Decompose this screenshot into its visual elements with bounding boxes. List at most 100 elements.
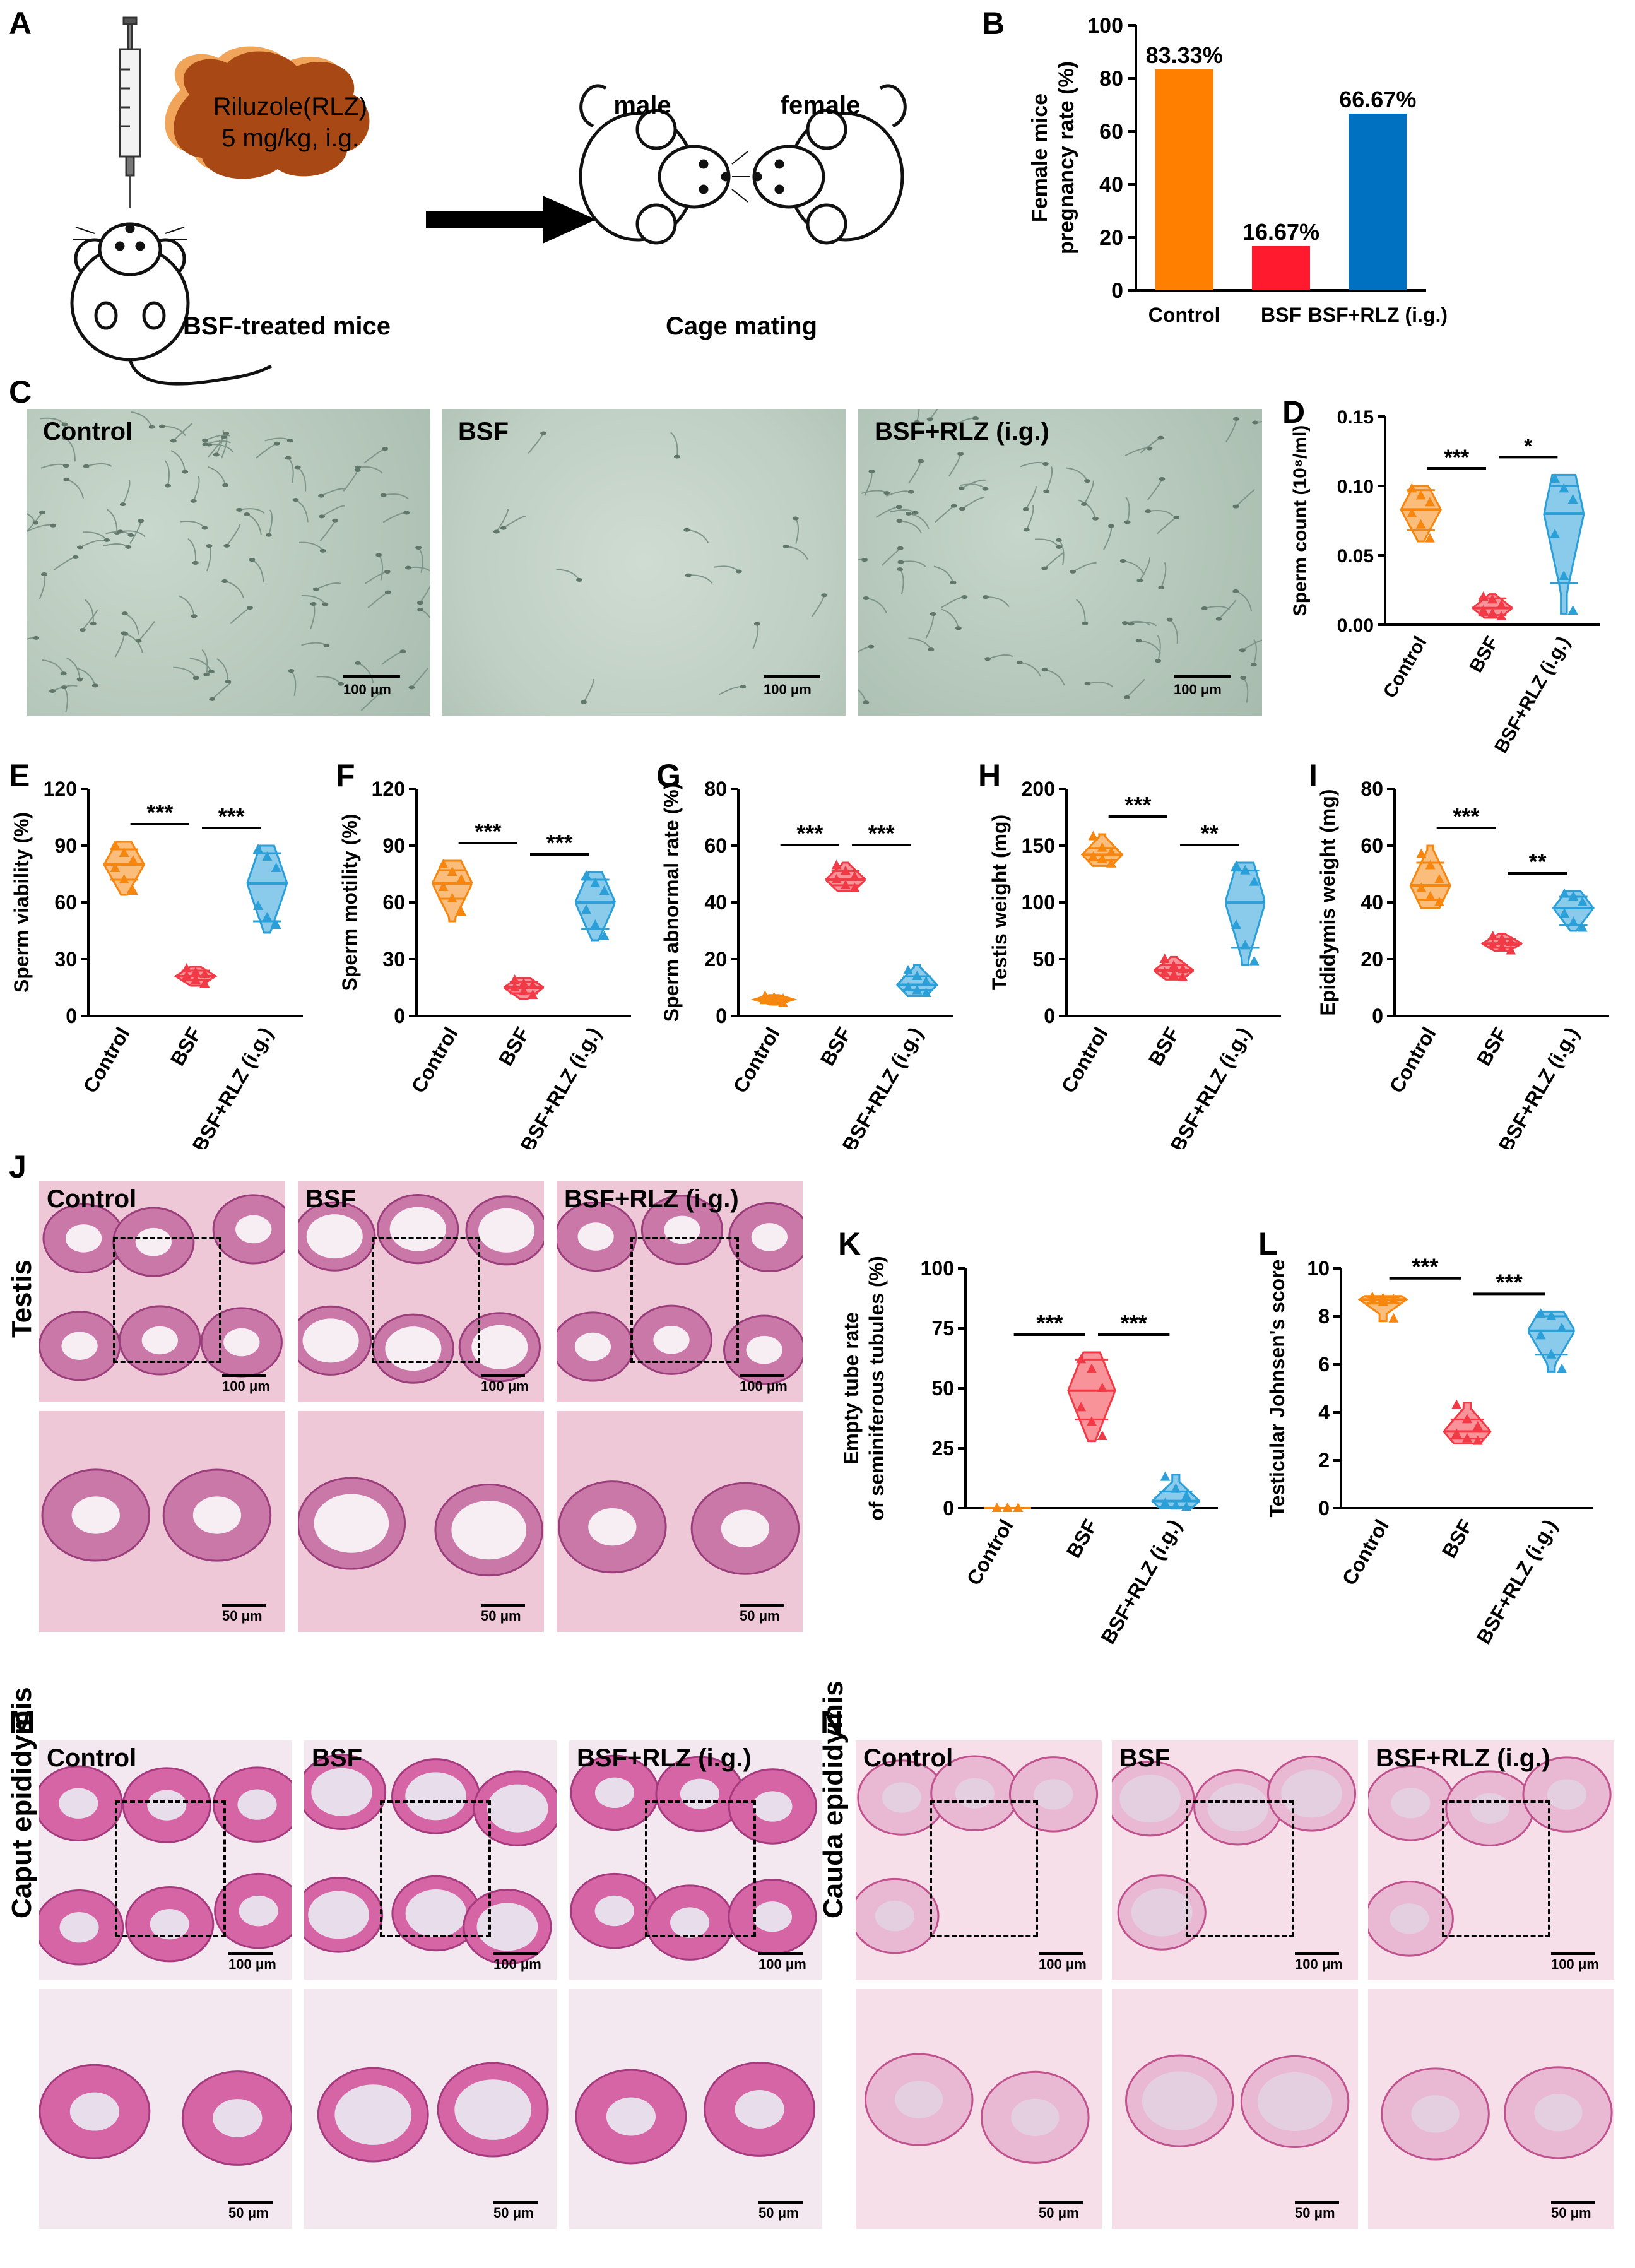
significance-label: ***	[796, 820, 823, 846]
data-point	[1159, 967, 1170, 977]
scale-bar-label: 100 μm	[1551, 1956, 1599, 1972]
sperm-tail	[890, 509, 916, 514]
sperm-tail	[83, 531, 108, 541]
cauda-side-label: Cauda epididymis	[818, 1680, 849, 1918]
tubule-lumen	[606, 2097, 656, 2136]
sperm-tail	[418, 547, 423, 573]
sperm-tail	[301, 642, 327, 646]
sperm-tail	[82, 609, 98, 630]
sperm-tail	[1242, 639, 1262, 651]
histology-group-label: BSF+RLZ (i.g.)	[577, 1744, 752, 1772]
significance-label: ***	[546, 830, 573, 856]
scale-bar	[1039, 1952, 1083, 1955]
sperm-tail	[411, 668, 428, 688]
significance-label: ***	[1453, 803, 1479, 829]
sperm-tail	[189, 658, 212, 672]
sperm-tail	[718, 686, 743, 695]
significance-label: ***	[1496, 1269, 1523, 1295]
data-point	[1407, 508, 1417, 517]
sperm-head	[376, 692, 383, 696]
data-point	[1159, 954, 1170, 963]
y-tick-label: 4	[1318, 1401, 1330, 1424]
sperm-head	[202, 442, 209, 447]
y-tick-label: 100	[921, 1257, 954, 1280]
tubule-lumen	[147, 1790, 187, 1821]
sperm-tail	[206, 545, 211, 572]
syringe-icon	[119, 16, 141, 208]
sperm-head	[83, 464, 90, 468]
data-point	[1088, 851, 1099, 861]
sperm-cells-control	[27, 411, 430, 713]
sperm-tail	[85, 599, 94, 624]
violin-shape	[1409, 844, 1451, 909]
data-point	[1487, 608, 1497, 618]
sperm-head	[319, 548, 326, 553]
data-point	[599, 931, 610, 940]
data-point	[1240, 940, 1251, 950]
sperm-tail	[164, 460, 170, 486]
sperm-head	[983, 595, 989, 599]
x-tick-label: BSF	[1062, 1516, 1102, 1562]
data-point	[769, 996, 779, 1006]
sperm-tail	[1242, 677, 1249, 703]
y-tick-label: 0	[1372, 1005, 1383, 1027]
y-tick-label: 20	[704, 948, 727, 971]
sperm-tail	[357, 466, 383, 474]
sperm-head	[1056, 545, 1063, 549]
tubule-lumen	[895, 2081, 943, 2118]
data-point	[777, 997, 788, 1007]
y-tick-label: 40	[1361, 891, 1383, 914]
y-tick-label: 150	[1022, 834, 1055, 857]
data-point	[1169, 969, 1179, 979]
scale-bar	[740, 1604, 784, 1607]
sperm-head	[119, 502, 126, 507]
data-point	[1568, 916, 1579, 926]
y-tick-label: 60	[1361, 834, 1383, 857]
sperm-tail	[364, 570, 387, 584]
micrograph-label-control: Control	[43, 418, 133, 446]
sperm-head	[1157, 435, 1164, 440]
data-point	[1568, 891, 1579, 901]
sperm-tail	[875, 506, 899, 518]
sperm-head	[182, 470, 189, 474]
sperm-head	[972, 416, 979, 421]
sperm-head	[907, 490, 914, 494]
data-point	[509, 974, 520, 984]
violin-shape	[1543, 473, 1585, 615]
sperm-head	[1232, 416, 1239, 421]
sperm-tail	[226, 524, 241, 546]
sperm-tail	[934, 505, 955, 523]
sperm-tail	[1204, 606, 1231, 610]
y-tick-label: 0	[1111, 279, 1123, 303]
data-point	[1550, 473, 1561, 483]
data-point	[1249, 876, 1260, 886]
x-tick-label: BSF+RLZ (i.g.)	[1490, 633, 1574, 757]
sperm-tail	[173, 423, 192, 442]
sperm-tail	[224, 580, 244, 598]
sperm-head	[961, 595, 968, 599]
data-point	[1451, 1399, 1462, 1409]
data-point	[181, 963, 192, 972]
data-point	[1171, 1500, 1181, 1510]
sperm-head	[121, 631, 127, 635]
x-tick-label: Control	[962, 1516, 1018, 1590]
panel-letter-a: A	[9, 6, 32, 41]
histology-zoom: 50 μm	[304, 1989, 557, 2229]
panel-a-schematic: Riluzole(RLZ) 5 mg/kg, i.g. BSF-treated …	[70, 16, 907, 386]
data-point	[1487, 594, 1497, 604]
data-point	[1097, 1431, 1107, 1440]
sperm-tail	[1072, 562, 1097, 572]
tissue-drawing	[1368, 1756, 1612, 1957]
tubule-lumen	[594, 1895, 634, 1927]
bar-value-label: 66.67%	[1339, 86, 1416, 112]
data-point	[1076, 1354, 1087, 1364]
tissue-drawing	[298, 1477, 543, 1577]
sperm-tail	[1078, 499, 1096, 519]
sperm-tail	[962, 496, 985, 510]
histology-group-label: BSF+RLZ (i.g.)	[564, 1185, 739, 1213]
y-axis-title: Empty tube rate of seminiferous tubules (…	[840, 1256, 888, 1521]
data-point	[271, 863, 281, 872]
histology-overview: BSF+RLZ (i.g.) 100 μm	[557, 1181, 803, 1402]
x-tick-label: BSF	[1437, 1516, 1477, 1562]
tubule-lumen	[1257, 2072, 1333, 2132]
